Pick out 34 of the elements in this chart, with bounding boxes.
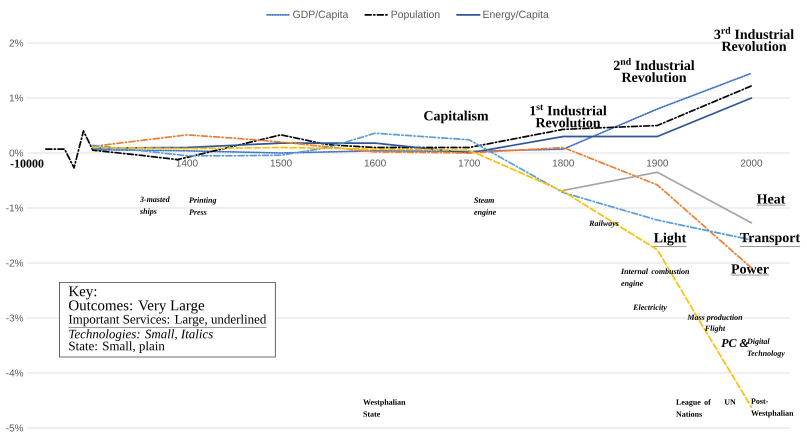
annotation: 1$^{st}$ Industrial Revolution xyxy=(530,104,607,128)
annotation: 2$^{nd}$ Industrial Revolution xyxy=(614,58,694,82)
annotation: Technologies: Small, Italics xyxy=(69,329,213,342)
y-tick-label: -1% xyxy=(6,204,24,212)
legend-label: Energy/Capita xyxy=(483,10,549,20)
x-tick-label: 1400 xyxy=(176,160,198,167)
annotation: Power xyxy=(731,264,769,274)
annotation: Light xyxy=(654,232,686,246)
annotation: State: Small, plain xyxy=(69,341,165,353)
y-tick-label: 0% xyxy=(9,149,24,157)
x-tick-label: 1500 xyxy=(270,160,292,167)
y-tick-label: -5% xyxy=(6,424,24,432)
y-tick-label: 1% xyxy=(10,94,24,102)
y-tick-label: -3% xyxy=(6,314,24,322)
line-series xyxy=(92,97,752,154)
y-tick-label: 2% xyxy=(10,40,24,47)
annotation: 3$^{rd}$ Industrial Revolution xyxy=(714,26,794,52)
annotation: Outcomes: Very Large xyxy=(69,300,204,314)
annotation: Key: xyxy=(68,286,96,300)
x-tick-label: -10000 xyxy=(10,160,44,168)
x-tick-label: 1900 xyxy=(647,160,668,167)
legend-label: Population xyxy=(392,10,440,20)
legend-label: GDP/Capita xyxy=(293,10,348,20)
x-tick-label: 1700 xyxy=(458,160,480,167)
text: Heat xyxy=(756,194,786,204)
y-tick-label: -4% xyxy=(6,370,24,376)
annotation: Capitalism xyxy=(424,110,488,124)
x-tick-label: 1800 xyxy=(552,160,574,167)
x-tick-label: 1600 xyxy=(364,160,386,167)
y-tick-label: -2% xyxy=(6,260,24,267)
annotation: Transport xyxy=(740,232,800,246)
line-series xyxy=(92,72,752,154)
annotation: Important Services: Large, underlined xyxy=(68,314,266,326)
x-tick-label: 2000 xyxy=(740,160,762,167)
